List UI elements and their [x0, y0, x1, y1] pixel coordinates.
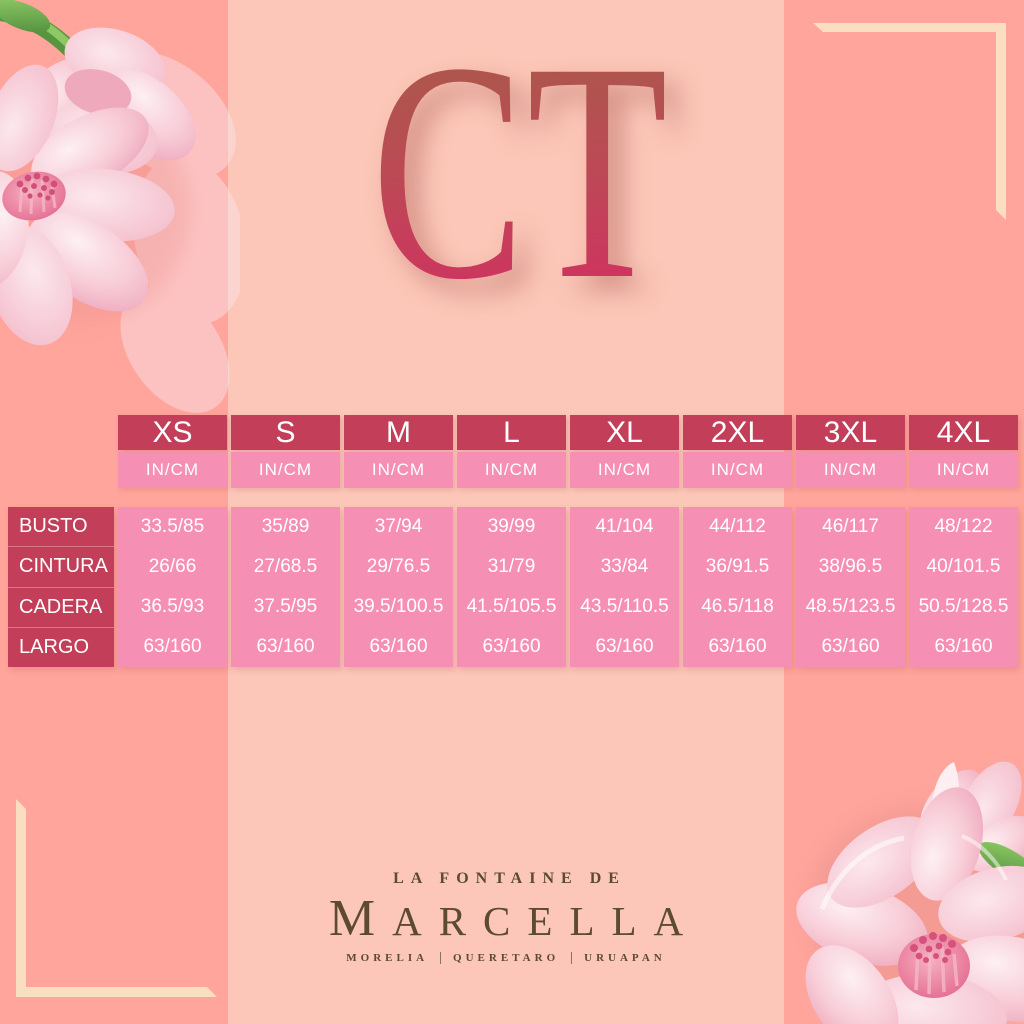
- size-column-xs: XS IN/CM 33.5/85 26/66 36.5/93 63/160: [118, 415, 227, 667]
- size-header: S: [231, 415, 340, 450]
- unit-header: IN/CM: [344, 452, 453, 488]
- measurement-value: 40/101.5: [926, 556, 1001, 577]
- size-header: M: [344, 415, 453, 450]
- measurement-value: 31/79: [487, 556, 536, 577]
- measurement-value: 33.5/85: [140, 516, 205, 537]
- measurement-value: 36.5/93: [140, 596, 205, 617]
- city-uruapan: URUAPAN: [571, 952, 678, 965]
- city-morelia: MORELIA: [346, 952, 429, 965]
- corner-frame-bottom-left: [16, 799, 217, 997]
- value-cells: 44/112 36/91.5 46.5/118 63/160: [683, 507, 792, 667]
- brand-monogram: CT: [228, 14, 798, 330]
- value-cells: 39/99 31/79 41.5/105.5 63/160: [457, 507, 566, 667]
- measurement-value: 27/68.5: [253, 556, 318, 577]
- size-column-m: M IN/CM 37/94 29/76.5 39.5/100.5 63/160: [344, 415, 453, 667]
- unit-header: IN/CM: [909, 452, 1018, 488]
- brand-footer: LA FONTAINE DE MARCELLA MORELIA QUERETAR…: [228, 870, 784, 965]
- measurement-value: 63/160: [821, 636, 880, 657]
- value-cells: 33.5/85 26/66 36.5/93 63/160: [118, 507, 227, 667]
- size-header: XL: [570, 415, 679, 450]
- row-label-largo: LARGO: [19, 635, 90, 658]
- measurement-value: 41.5/105.5: [466, 596, 557, 617]
- measurement-value: 63/160: [369, 636, 428, 657]
- value-cells: 37/94 29/76.5 39.5/100.5 63/160: [344, 507, 453, 667]
- size-column-3xl: 3XL IN/CM 46/117 38/96.5 48.5/123.5 63/1…: [796, 415, 905, 667]
- stem: [0, 4, 91, 71]
- measurement-value: 50.5/128.5: [918, 596, 1009, 617]
- measurement-value: 39.5/100.5: [353, 596, 444, 617]
- open-flower: [0, 64, 175, 346]
- measurement-value: 43.5/110.5: [580, 596, 669, 617]
- size-header: 2XL: [683, 415, 792, 450]
- open-flower: [796, 787, 1024, 1024]
- size-column-l: L IN/CM 39/99 31/79 41.5/105.5 63/160: [457, 415, 566, 667]
- brand-tagline: LA FONTAINE DE: [393, 870, 626, 887]
- size-header: XS: [118, 415, 227, 450]
- size-column-xl: XL IN/CM 41/104 33/84 43.5/110.5 63/160: [570, 415, 679, 667]
- monogram-letters: CT: [371, 0, 669, 344]
- measurement-value: 29/76.5: [366, 556, 431, 577]
- measurement-value: 35/89: [261, 516, 310, 537]
- measurement-labels-column: BUSTO CINTURA CADERA LARGO: [8, 507, 114, 667]
- size-header: 4XL: [909, 415, 1018, 450]
- row-label-cadera: CADERA: [8, 588, 114, 628]
- measurement-value: 44/112: [709, 516, 766, 537]
- row-label-cintura: CINTURA: [8, 547, 114, 588]
- measurement-value: 38/96.5: [818, 556, 883, 577]
- flower-pistil: [2, 171, 66, 221]
- measurement-value: 63/160: [143, 636, 202, 657]
- measurement-value: 37/94: [374, 516, 423, 537]
- measurement-value: 63/160: [934, 636, 993, 657]
- measurement-value: 63/160: [256, 636, 315, 657]
- measurement-value: 37.5/95: [253, 596, 318, 617]
- value-cells: 41/104 33/84 43.5/110.5 63/160: [570, 507, 679, 667]
- brand-cities: MORELIA QUERETARO URUAPAN: [228, 952, 784, 965]
- unit-header: IN/CM: [683, 452, 792, 488]
- measurement-value: 41/104: [595, 516, 654, 537]
- measurement-value: 46/117: [822, 516, 879, 537]
- measurement-value: 63/160: [595, 636, 654, 657]
- size-column-2xl: 2XL IN/CM 44/112 36/91.5 46.5/118 63/160: [683, 415, 792, 667]
- measurement-value: 26/66: [148, 556, 197, 577]
- measurement-value: 36/91.5: [705, 556, 770, 577]
- leaf: [0, 0, 51, 33]
- unit-header: IN/CM: [796, 452, 905, 488]
- measurement-value: 63/160: [708, 636, 767, 657]
- magnolia-flowers-top-left: [0, 0, 240, 413]
- size-header: L: [457, 415, 566, 450]
- unit-header: IN/CM: [457, 452, 566, 488]
- size-header: 3XL: [796, 415, 905, 450]
- size-column-s: S IN/CM 35/89 27/68.5 37.5/95 63/160: [231, 415, 340, 667]
- measurement-value: 48/122: [934, 516, 993, 537]
- ghost-petals: [94, 50, 240, 413]
- unit-header: IN/CM: [231, 452, 340, 488]
- measurement-value: 63/160: [482, 636, 541, 657]
- value-cells: 46/117 38/96.5 48.5/123.5 63/160: [796, 507, 905, 667]
- unit-header: IN/CM: [118, 452, 227, 488]
- measurement-value: 39/99: [487, 516, 536, 537]
- value-cells: 35/89 27/68.5 37.5/95 63/160: [231, 507, 340, 667]
- flower-pistil: [898, 934, 970, 998]
- city-queretaro: QUERETARO: [440, 952, 571, 965]
- magnolia-flowers-bottom-right: [796, 761, 1024, 1024]
- measurement-value: 48.5/123.5: [805, 596, 896, 617]
- sepal-leaf: [978, 841, 1024, 887]
- corner-frame-top-right: [813, 23, 1006, 220]
- flower-bud: [919, 761, 1024, 888]
- brand-name: MARCELLA: [328, 890, 701, 947]
- size-chart-table: BUSTO CINTURA CADERA LARGO XS IN/CM 33.5…: [8, 415, 1018, 667]
- value-cells: 48/122 40/101.5 50.5/128.5 63/160: [909, 507, 1018, 667]
- row-label-busto: BUSTO: [8, 507, 114, 548]
- unit-header: IN/CM: [570, 452, 679, 488]
- measurement-value: 33/84: [600, 556, 649, 577]
- size-column-4xl: 4XL IN/CM 48/122 40/101.5 50.5/128.5 63/…: [909, 415, 1018, 667]
- upper-bloom: [19, 27, 196, 175]
- measurement-value: 46.5/118: [701, 596, 774, 617]
